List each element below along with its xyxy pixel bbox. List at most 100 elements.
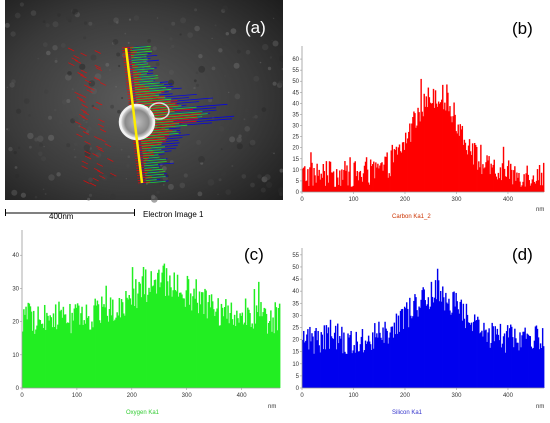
- carbon-bar: [379, 165, 381, 192]
- sem-grain: [156, 17, 159, 19]
- silicon-x-tick-label: 100: [348, 393, 359, 399]
- silicon-bar: [453, 291, 455, 388]
- linescan-trace: [142, 151, 165, 154]
- oxygen-bar: [22, 331, 24, 388]
- silicon-bar: [421, 290, 423, 388]
- silicon-y-tick-label: 45: [292, 277, 299, 283]
- silicon-bar: [472, 321, 475, 388]
- sem-grain: [214, 24, 217, 27]
- oxygen-bar: [119, 317, 122, 388]
- oxygen-bar: [90, 329, 92, 388]
- silicon-y-tick-label: 25: [292, 325, 299, 331]
- silicon-x-tick-label: 400: [503, 393, 514, 399]
- sem-grain: [152, 46, 157, 51]
- oxygen-bar: [253, 289, 256, 388]
- carbon-x-tick-label: 0: [300, 197, 304, 203]
- silicon-bar: [489, 347, 491, 388]
- silicon-bar: [442, 286, 444, 388]
- linescan-trace: [131, 63, 149, 66]
- carbon-bar: [538, 164, 541, 192]
- oxygen-bar: [220, 303, 223, 388]
- carbon-bar: [505, 177, 508, 192]
- oxygen-bar: [227, 305, 229, 388]
- sem-grain: [37, 57, 40, 60]
- linescan-trace: [80, 109, 87, 113]
- silicon-bar: [498, 340, 501, 388]
- carbon-bar: [396, 154, 399, 192]
- linescan-trace: [129, 45, 151, 49]
- carbon-bar: [348, 171, 350, 192]
- carbon-bar: [387, 177, 389, 192]
- carbon-bar: [536, 169, 539, 192]
- oxygen-bar: [86, 317, 89, 388]
- carbon-bar: [400, 152, 403, 192]
- sem-grain: [145, 182, 148, 186]
- oxygen-bar: [121, 302, 124, 388]
- oxygen-x-unit: nm: [268, 404, 276, 410]
- linescan-trace: [135, 94, 160, 98]
- carbon-bar: [459, 124, 461, 192]
- silicon-bar: [369, 344, 372, 388]
- silicon-bar: [322, 349, 325, 388]
- linescan-trace: [134, 149, 147, 152]
- oxygen-bar: [30, 311, 33, 388]
- carbon-bar: [493, 159, 495, 192]
- silicon-bar: [525, 338, 527, 388]
- silicon-bar: [327, 327, 330, 388]
- oxygen-bar: [57, 324, 59, 388]
- silicon-bar: [537, 337, 540, 388]
- carbon-bar: [380, 163, 382, 192]
- carbon-series-label: Carbon Ka1_2: [392, 214, 431, 220]
- silicon-bar: [302, 339, 304, 388]
- silicon-bar: [376, 333, 378, 388]
- oxygen-bar: [242, 324, 245, 388]
- linescan-trace: [134, 82, 160, 86]
- oxygen-bar: [218, 325, 221, 388]
- oxygen-bar: [275, 307, 278, 388]
- carbon-bar: [479, 167, 481, 192]
- particle-edge: [148, 102, 170, 120]
- silicon-bar: [519, 332, 521, 388]
- oxygen-bar: [81, 306, 83, 388]
- silicon-bar: [346, 353, 348, 388]
- oxygen-bar: [241, 312, 244, 388]
- oxygen-bar: [181, 294, 183, 388]
- silicon-y-tick-label: 0: [296, 386, 300, 392]
- sem-grain: [221, 39, 228, 46]
- carbon-bar: [397, 147, 400, 192]
- sem-grain: [72, 8, 78, 15]
- carbon-y-tick-label: 55: [292, 68, 299, 74]
- sem-grain: [231, 165, 234, 167]
- sem-grain: [259, 61, 262, 64]
- sem-grain: [67, 71, 72, 76]
- oxygen-bar: [83, 320, 85, 388]
- silicon-bar: [514, 328, 516, 388]
- silicon-x-tick-label: 200: [400, 393, 411, 399]
- linescan-trace: [79, 94, 87, 98]
- carbon-bar: [341, 169, 343, 192]
- panel-label-b: (b): [512, 19, 533, 38]
- sem-grain: [195, 83, 200, 87]
- sem-grain: [108, 69, 112, 72]
- sem-grain: [133, 15, 140, 21]
- silicon-bar: [361, 329, 364, 388]
- oxygen-bar: [132, 288, 135, 388]
- sem-grain: [264, 174, 271, 181]
- sem-grain: [162, 166, 167, 171]
- oxygen-bar: [171, 296, 173, 388]
- silicon-bar: [337, 323, 339, 388]
- sem-grain: [220, 148, 223, 151]
- sem-grain: [167, 183, 174, 190]
- linescan-trace: [125, 73, 142, 76]
- carbon-x-tick-label: 100: [348, 197, 359, 203]
- silicon-bar: [452, 292, 454, 388]
- oxygen-bar: [228, 323, 230, 388]
- carbon-bar: [347, 185, 349, 192]
- oxygen-bar: [277, 308, 280, 388]
- sem-grain: [271, 39, 273, 42]
- oxygen-bar: [70, 333, 72, 388]
- oxygen-bar: [51, 327, 54, 388]
- carbon-bar: [363, 165, 366, 192]
- sem-grain: [110, 104, 114, 109]
